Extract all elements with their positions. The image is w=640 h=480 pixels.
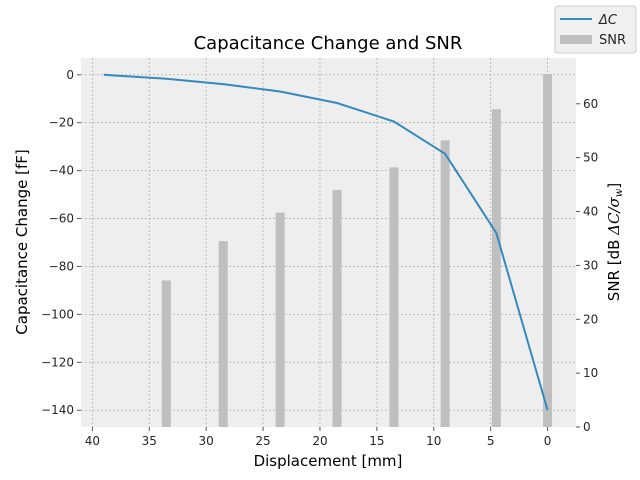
right-tick-label: 50 bbox=[583, 151, 598, 165]
left-tick-label: −140 bbox=[41, 403, 74, 417]
right-axis-title-expr: ΔC/σ bbox=[605, 196, 623, 235]
snr-bar bbox=[218, 241, 228, 427]
x-tick-label: 15 bbox=[369, 434, 384, 448]
x-tick-label: 30 bbox=[199, 434, 214, 448]
snr-bar bbox=[491, 109, 501, 428]
right-tick-label: 0 bbox=[583, 420, 591, 434]
right-axis-title: SNR [dB ΔC/σw] bbox=[605, 183, 625, 301]
x-tick-label: 35 bbox=[142, 434, 157, 448]
left-axis-title: Capacitance Change [fF] bbox=[13, 149, 31, 334]
right-tick-label: 60 bbox=[583, 97, 598, 111]
x-axis-title: Displacement [mm] bbox=[254, 452, 403, 470]
snr-bar bbox=[332, 189, 342, 427]
left-tick-label: 0 bbox=[66, 68, 74, 82]
legend-label-snr: SNR bbox=[599, 33, 626, 48]
right-axis-title-suffix: ] bbox=[605, 183, 623, 189]
x-tick-label: 0 bbox=[544, 434, 552, 448]
snr-bar bbox=[275, 212, 285, 427]
legend: ΔC SNR bbox=[554, 5, 637, 54]
right-tick-label: 40 bbox=[583, 205, 598, 219]
snr-bars bbox=[161, 74, 553, 428]
legend-label-deltac: ΔC bbox=[598, 13, 618, 28]
right-axis-ticks: 0 10 20 30 40 50 60 bbox=[576, 97, 598, 434]
left-tick-label: −40 bbox=[49, 164, 74, 178]
x-axis-ticks: 40 35 30 25 20 15 10 5 0 bbox=[85, 427, 552, 448]
x-tick-label: 5 bbox=[487, 434, 495, 448]
snr-bar bbox=[543, 74, 553, 427]
right-axis-title-sub: w bbox=[614, 188, 625, 197]
right-tick-label: 30 bbox=[583, 258, 598, 272]
snr-bar bbox=[161, 280, 171, 427]
capacitance-line bbox=[103, 73, 549, 411]
chart-title: Capacitance Change and SNR bbox=[194, 33, 463, 54]
right-axis-title-prefix: SNR [dB bbox=[605, 235, 623, 301]
right-tick-label: 20 bbox=[583, 312, 598, 326]
x-tick-label: 20 bbox=[312, 434, 327, 448]
left-axis-ticks: 0 −20 −40 −60 −80 −100 −120 −140 bbox=[41, 68, 81, 417]
left-tick-label: −60 bbox=[49, 212, 74, 226]
plot-area bbox=[81, 58, 576, 427]
left-tick-label: −120 bbox=[41, 355, 74, 369]
left-tick-label: −80 bbox=[49, 259, 74, 273]
right-tick-label: 10 bbox=[583, 366, 598, 380]
left-tick-label: −20 bbox=[49, 116, 74, 130]
x-tick-label: 40 bbox=[85, 434, 100, 448]
x-tick-label: 25 bbox=[255, 434, 270, 448]
snr-bar bbox=[389, 167, 399, 428]
snr-bar bbox=[440, 140, 450, 427]
x-tick-label: 10 bbox=[426, 434, 441, 448]
legend-bar-swatch bbox=[560, 35, 592, 44]
left-tick-label: −100 bbox=[41, 307, 74, 321]
